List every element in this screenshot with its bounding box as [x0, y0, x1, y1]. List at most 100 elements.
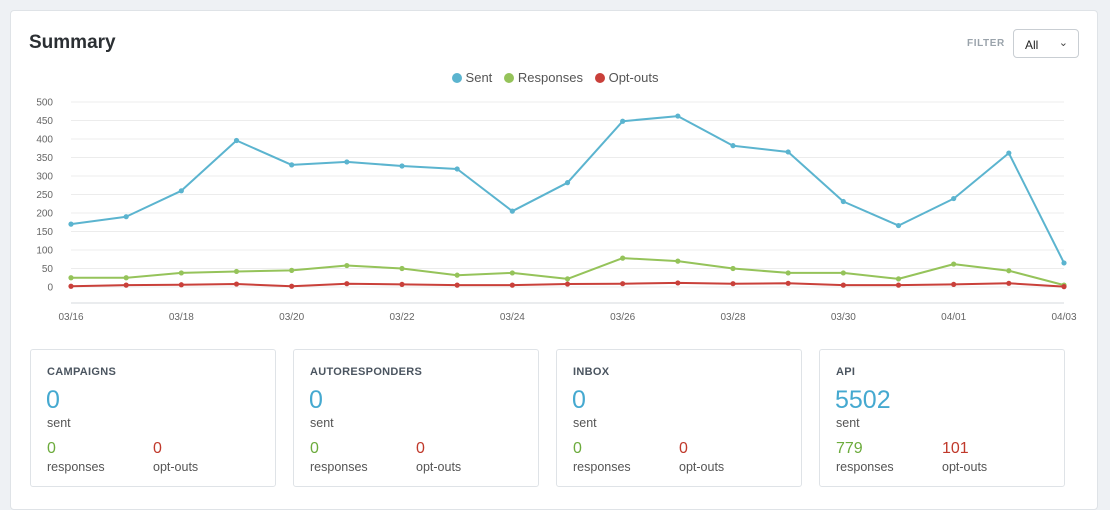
card-responses-value: 0 [573, 440, 582, 457]
card-responses-label: responses [310, 460, 368, 474]
data-point-responses [895, 276, 902, 282]
x-tick-label: 03/16 [58, 312, 83, 323]
card-sent-value: 0 [46, 386, 60, 414]
filter-label: FILTER [967, 38, 1005, 49]
card-sent-value: 0 [309, 386, 323, 414]
card-sent-label: sent [47, 416, 71, 430]
card-sent-label: sent [573, 416, 597, 430]
y-tick-label: 350 [36, 153, 53, 164]
filter-selected-value: All [1025, 38, 1039, 52]
data-point-optouts [730, 281, 736, 287]
data-point-sent [68, 221, 74, 227]
data-point-optouts [675, 280, 681, 286]
y-tick-label: 150 [36, 227, 53, 238]
data-point-responses [620, 255, 626, 261]
card-responses-value: 0 [310, 440, 319, 457]
data-point-responses [840, 270, 846, 276]
y-tick-label: 0 [47, 283, 53, 294]
data-point-sent [620, 118, 626, 124]
series-line-sent [70, 115, 1065, 264]
legend-item-optouts[interactable]: Opt-outs [594, 70, 658, 85]
y-tick-label: 500 [36, 98, 53, 109]
data-point-sent [785, 149, 791, 155]
data-point-responses [785, 270, 791, 276]
data-point-optouts [289, 283, 295, 289]
card-optouts-value: 0 [416, 440, 425, 457]
data-point-sent [730, 143, 736, 149]
card-optouts-label: opt-outs [942, 460, 988, 474]
data-point-sent [1061, 260, 1067, 266]
legend-dot-responses [503, 73, 514, 83]
data-point-responses [509, 270, 515, 276]
legend-item-responses[interactable]: Responses [503, 70, 583, 85]
card-title: AUTORESPONDERS [310, 366, 423, 378]
y-tick-label: 400 [36, 135, 53, 146]
x-tick-label: 04/03 [1051, 312, 1076, 323]
data-point-sent [509, 208, 515, 214]
card-optouts-value: 0 [153, 440, 162, 457]
chevron-down-icon: ⌄ [1058, 37, 1068, 49]
data-point-responses [68, 275, 74, 281]
card-sent-label: sent [310, 416, 334, 430]
legend-dot-optouts [594, 73, 605, 83]
data-point-responses [730, 265, 736, 272]
x-tick-label: 03/20 [279, 312, 304, 323]
y-tick-label: 450 [36, 116, 53, 127]
data-point-optouts [1061, 284, 1067, 290]
y-tick-label: 100 [36, 246, 53, 257]
y-tick-label: 300 [36, 172, 53, 183]
card-optouts-value: 101 [942, 440, 969, 457]
card-title: INBOX [573, 366, 610, 378]
card-campaigns: CAMPAIGNS 0 sent 0 responses 0 opt-outs [30, 349, 276, 487]
data-point-sent [233, 137, 240, 144]
data-point-responses [454, 272, 460, 278]
data-point-responses [951, 261, 957, 267]
card-sent-label: sent [836, 416, 860, 430]
card-sent-value: 5502 [835, 386, 891, 414]
data-point-responses [399, 265, 405, 272]
card-responses-label: responses [573, 460, 631, 474]
card-optouts-value: 0 [679, 440, 688, 457]
data-point-responses [289, 267, 295, 273]
data-point-sent [123, 214, 129, 220]
data-point-responses [233, 268, 240, 275]
card-api: API 5502 sent 779 responses 101 opt-outs [819, 349, 1065, 487]
data-point-sent [399, 163, 405, 169]
data-point-optouts [564, 281, 571, 287]
x-tick-label: 03/22 [389, 312, 414, 323]
y-tick-label: 250 [36, 190, 53, 201]
x-tick-label: 03/28 [720, 312, 745, 323]
data-point-responses [123, 275, 129, 281]
data-point-optouts [344, 281, 350, 287]
data-point-optouts [785, 280, 791, 286]
card-autoresponders: AUTORESPONDERS 0 sent 0 responses 0 opt-… [293, 349, 539, 487]
summary-panel: Summary FILTER All ⌄ Sent Responses Opt-… [10, 10, 1098, 510]
data-point-optouts [123, 282, 129, 288]
card-responses-value: 779 [836, 440, 863, 457]
card-inbox: INBOX 0 sent 0 responses 0 opt-outs [556, 349, 802, 487]
data-point-optouts [840, 282, 846, 288]
data-point-sent [344, 159, 350, 165]
data-point-responses [564, 276, 571, 282]
data-point-responses [1006, 268, 1012, 274]
data-point-optouts [178, 282, 184, 288]
legend-dot-sent [451, 73, 462, 83]
data-point-sent [951, 195, 957, 202]
y-tick-label: 200 [36, 209, 53, 220]
data-point-responses [675, 258, 681, 264]
data-point-optouts [509, 282, 515, 288]
filter-select[interactable]: All ⌄ [1013, 29, 1079, 58]
data-point-optouts [233, 281, 240, 287]
card-responses-value: 0 [47, 440, 56, 457]
data-point-responses [178, 270, 184, 276]
data-point-sent [454, 166, 460, 172]
data-point-optouts [620, 281, 626, 287]
card-optouts-label: opt-outs [153, 460, 199, 474]
card-title: CAMPAIGNS [47, 366, 117, 378]
legend-item-sent[interactable]: Sent [451, 70, 492, 85]
data-point-sent [840, 198, 846, 205]
x-tick-label: 03/18 [169, 312, 194, 323]
data-point-optouts [951, 281, 957, 288]
x-tick-label: 03/26 [610, 312, 635, 323]
card-optouts-label: opt-outs [416, 460, 462, 474]
